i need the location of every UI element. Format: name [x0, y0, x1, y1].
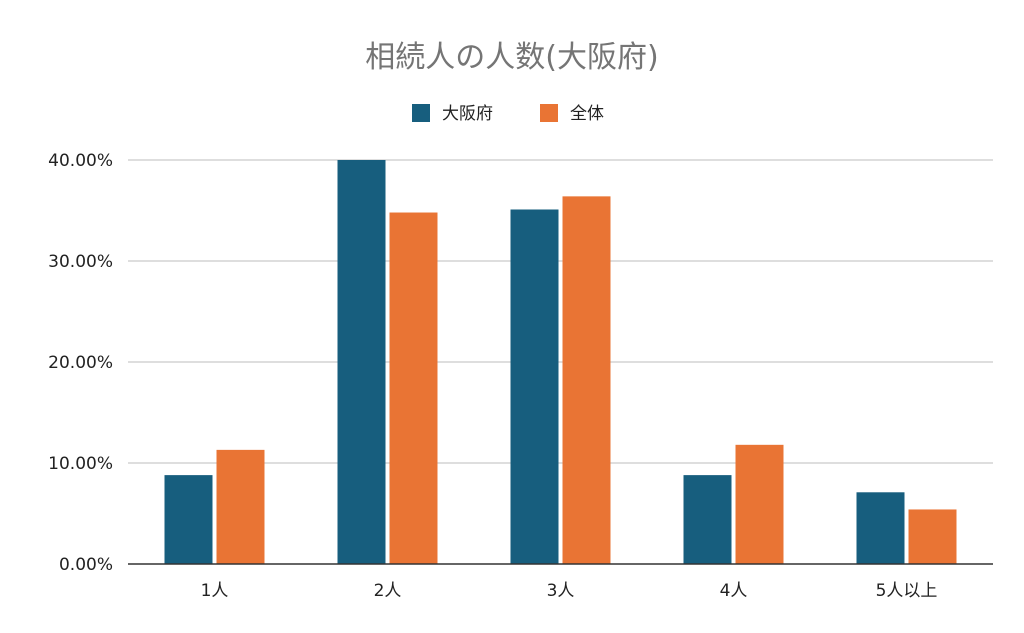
- y-tick-label: 40.00%: [48, 151, 113, 171]
- bar-大阪府-5人以上: [856, 492, 905, 564]
- y-tick-label: 0.00%: [59, 555, 113, 575]
- x-axis-labels: 1人 2人 3人 4人 5人以上: [201, 581, 938, 601]
- x-tick-label: 1人: [201, 581, 229, 601]
- bar-全体-1人: [216, 449, 265, 564]
- x-tick-label: 3人: [547, 581, 575, 601]
- bar-大阪府-4人: [683, 475, 732, 564]
- y-tick-label: 10.00%: [48, 454, 113, 474]
- legend-swatch: [412, 104, 430, 122]
- bar-大阪府-2人: [337, 160, 386, 564]
- x-tick-label: 2人: [374, 581, 402, 601]
- legend: 大阪府 全体: [412, 104, 604, 124]
- x-tick-label: 5人以上: [876, 581, 938, 601]
- bar-大阪府-1人: [164, 475, 213, 564]
- bar-全体-4人: [735, 444, 784, 564]
- chart-title: 相続人の人数(大阪府): [365, 40, 658, 75]
- bar-全体-5人以上: [908, 509, 957, 564]
- y-axis-ticks: 0.00% 10.00% 20.00% 30.00% 40.00%: [48, 151, 113, 575]
- bar-全体-3人: [562, 196, 611, 565]
- bars: [164, 160, 957, 565]
- y-tick-label: 20.00%: [48, 353, 113, 373]
- y-tick-label: 30.00%: [48, 252, 113, 272]
- gridlines: [128, 159, 993, 464]
- bar-大阪府-3人: [510, 209, 559, 565]
- x-tick-label: 4人: [720, 581, 748, 601]
- legend-label: 全体: [570, 104, 604, 124]
- legend-swatch: [540, 104, 558, 122]
- legend-label: 大阪府: [442, 104, 493, 124]
- bar-全体-2人: [389, 212, 438, 564]
